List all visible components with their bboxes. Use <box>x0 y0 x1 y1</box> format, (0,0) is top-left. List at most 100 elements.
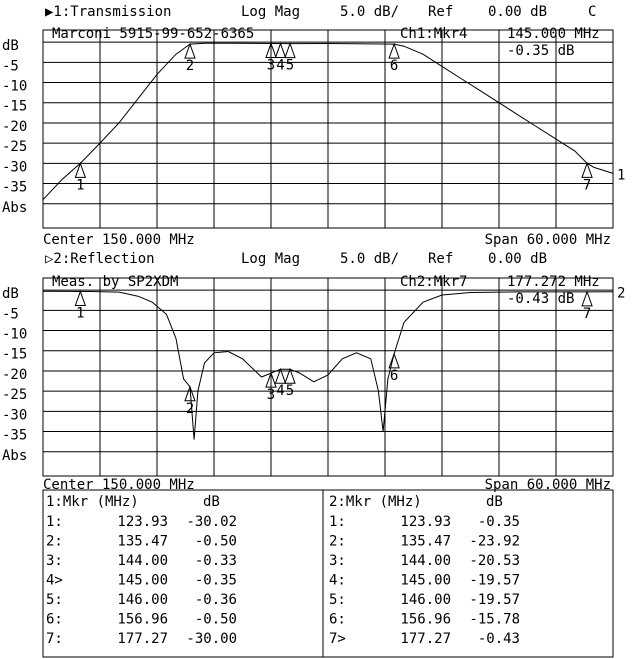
y-tick-label: -20 <box>2 119 27 135</box>
cell-db: -20.53 <box>469 553 520 569</box>
header-text: Ref <box>428 4 453 20</box>
cell-db: -23.92 <box>469 534 520 550</box>
annotation: Marconi 5915-99-652-6365 <box>52 26 254 42</box>
y-tick-label: -10 <box>2 79 27 95</box>
marker <box>274 367 287 384</box>
header-text: 0.00 dB <box>488 251 547 267</box>
marker-freq: 177.272 MHz <box>507 274 600 290</box>
table-header: 2:Mkr (MHz) <box>329 494 422 510</box>
center-label: Center 150.000 MHz <box>43 232 195 248</box>
row-label: 4> <box>46 573 63 589</box>
table-header: dB <box>203 494 220 510</box>
marker-freq: 145.000 MHz <box>507 26 600 42</box>
cell-freq: 123.93 <box>400 514 451 530</box>
cell-db: -19.57 <box>469 592 520 608</box>
cell-freq: 146.00 <box>400 592 451 608</box>
cell-db: -19.57 <box>469 573 520 589</box>
trace <box>42 42 614 201</box>
cell-db: -0.50 <box>195 534 237 550</box>
header-text: 0.00 dB <box>488 4 547 20</box>
marker <box>388 42 400 59</box>
cell-db: -30.00 <box>186 631 237 647</box>
row-label: 6: <box>329 612 346 628</box>
marker-label: 6 <box>390 58 398 74</box>
cell-freq: 146.00 <box>117 592 168 608</box>
row-label: 2: <box>329 534 346 550</box>
marker <box>581 290 593 307</box>
marker <box>265 41 277 58</box>
marker-label: 5 <box>286 58 294 74</box>
y-tick-label: Abs <box>2 448 27 464</box>
cell-freq: 123.93 <box>117 514 168 530</box>
y-tick-label: -5 <box>2 306 19 322</box>
row-label: 3: <box>46 553 63 569</box>
marker-value: -0.43 dB <box>507 291 574 307</box>
header-text: ▶1:Transmission <box>45 4 171 20</box>
table-header: dB <box>486 494 503 510</box>
span-label: Span 60.000 MHz <box>485 477 611 493</box>
cell-freq: 145.00 <box>117 573 168 589</box>
marker <box>265 371 277 388</box>
cell-freq: 135.47 <box>400 534 451 550</box>
marker-label: 1 <box>76 306 84 322</box>
center-label: Center 150.000 MHz <box>43 477 195 493</box>
cell-db: -0.36 <box>195 592 237 608</box>
annotation: Meas. by SP2XDM <box>52 274 178 290</box>
row-label: 1: <box>329 514 346 530</box>
marker-label: 6 <box>390 368 398 384</box>
marker-label: 7 <box>583 306 591 322</box>
cell-freq: 156.96 <box>117 612 168 628</box>
span-label: Span 60.000 MHz <box>485 232 611 248</box>
cell-db: -0.35 <box>195 573 237 589</box>
marker <box>284 367 296 384</box>
y-tick-label: dB <box>2 286 19 302</box>
cell-freq: 177.27 <box>400 631 451 647</box>
table-header: 1:Mkr (MHz) <box>46 494 139 510</box>
row-label: 3: <box>329 553 346 569</box>
marker <box>184 42 196 59</box>
cell-db: -15.78 <box>469 612 520 628</box>
marker <box>581 161 593 178</box>
row-label: 5: <box>46 592 63 608</box>
header-text: 5.0 dB/ <box>340 4 399 20</box>
marker-label: 2 <box>186 58 194 74</box>
cell-freq: 144.00 <box>117 553 168 569</box>
cell-db: -0.35 <box>478 514 520 530</box>
header-text: Ref <box>428 251 453 267</box>
header-text: ▷2:Reflection <box>45 251 155 267</box>
y-tick-label: -30 <box>2 159 27 175</box>
cell-freq: 177.27 <box>117 631 168 647</box>
cell-db: -0.33 <box>195 553 237 569</box>
cell-freq: 156.96 <box>400 612 451 628</box>
cell-freq: 144.00 <box>400 553 451 569</box>
y-tick-label: -25 <box>2 387 27 403</box>
header-text: 5.0 dB/ <box>340 251 399 267</box>
marker <box>184 385 196 402</box>
marker-label: 4 <box>276 58 284 74</box>
row-label: 1: <box>46 514 63 530</box>
marker-label: 3 <box>267 57 275 73</box>
y-tick-label: Abs <box>2 200 27 216</box>
row-label: 4: <box>329 573 346 589</box>
marker-channel: Ch1:Mkr4 <box>400 26 467 42</box>
marker <box>274 42 287 59</box>
cell-freq: 145.00 <box>400 573 451 589</box>
trace <box>42 290 614 440</box>
marker-label: 3 <box>267 387 275 403</box>
y-tick-label: -15 <box>2 99 27 115</box>
y-tick-label: -15 <box>2 347 27 363</box>
marker <box>74 290 87 307</box>
y-tick-label: -30 <box>2 407 27 423</box>
y-tick-label: dB <box>2 38 19 54</box>
row-label: 5: <box>329 592 346 608</box>
marker-channel: Ch2:Mkr7 <box>400 274 467 290</box>
y-tick-label: -10 <box>2 327 27 343</box>
marker-label: 5 <box>286 383 294 399</box>
y-tick-label: -5 <box>2 58 19 74</box>
marker-label: 7 <box>583 177 591 193</box>
row-label: 7: <box>46 631 63 647</box>
marker-label: 2 <box>186 401 194 417</box>
y-tick-label: -35 <box>2 180 27 196</box>
marker-label: 4 <box>276 383 284 399</box>
